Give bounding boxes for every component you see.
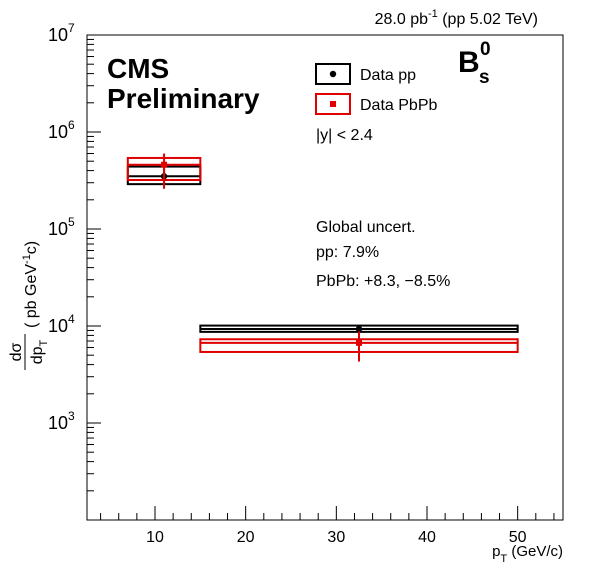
legend-pbpb-label: Data PbPb bbox=[360, 97, 437, 114]
y-tick-label: 106 bbox=[48, 118, 75, 142]
pbpb-point-0 bbox=[161, 161, 168, 168]
legend-pbpb-marker bbox=[330, 101, 336, 107]
particle-sub: s bbox=[479, 67, 490, 88]
legend-pp-marker bbox=[329, 70, 337, 78]
rapidity-label: |y| < 2.4 bbox=[316, 127, 373, 144]
y-tick-label: 104 bbox=[48, 312, 75, 336]
y-label-denominator: dpT bbox=[29, 339, 50, 364]
legend-pp-label: Data pp bbox=[360, 67, 416, 84]
global-uncert-pbpb: PbPb: +8.3, −8.5% bbox=[316, 273, 450, 290]
experiment-label: CMS bbox=[107, 53, 169, 84]
y-tick-label: 107 bbox=[48, 21, 75, 45]
particle-sup: 0 bbox=[480, 39, 491, 60]
plot-frame bbox=[86, 34, 564, 521]
y-label-numerator: dσ bbox=[8, 342, 25, 361]
global-uncert-title: Global uncert. bbox=[316, 219, 416, 236]
legend: Data pp Data PbPb bbox=[315, 63, 437, 115]
y-axis-ticks: 103 104 105 106 107 bbox=[48, 21, 101, 521]
pp-point-1 bbox=[355, 325, 363, 333]
y-axis-label: dσ dpT ( pb GeV-1c) bbox=[8, 241, 50, 370]
x-tick-label: 50 bbox=[509, 529, 527, 546]
global-uncert-pp: pp: 7.9% bbox=[316, 244, 379, 261]
y-label-unit: ( pb GeV-1c) bbox=[21, 241, 40, 328]
x-tick-label: 40 bbox=[418, 529, 436, 546]
x-axis-ticks: 10 20 30 40 50 bbox=[100, 506, 555, 546]
x-axis-label: pT (GeV/c) bbox=[492, 543, 563, 565]
y-tick-label: 103 bbox=[48, 409, 75, 433]
x-tick-label: 10 bbox=[146, 529, 164, 546]
x-tick-label: 20 bbox=[237, 529, 255, 546]
status-label: Preliminary bbox=[107, 83, 260, 114]
pbpb-point-1 bbox=[356, 339, 362, 346]
x-tick-label: 30 bbox=[327, 529, 345, 546]
particle-label: B bbox=[458, 46, 480, 79]
lumi-label: 28.0 pb-1 (pp 5.02 TeV) bbox=[375, 8, 538, 28]
data-marks bbox=[126, 153, 519, 362]
legend-pp-box bbox=[315, 63, 351, 85]
legend-pbpb-box bbox=[315, 93, 351, 115]
y-tick-label: 105 bbox=[48, 215, 75, 239]
